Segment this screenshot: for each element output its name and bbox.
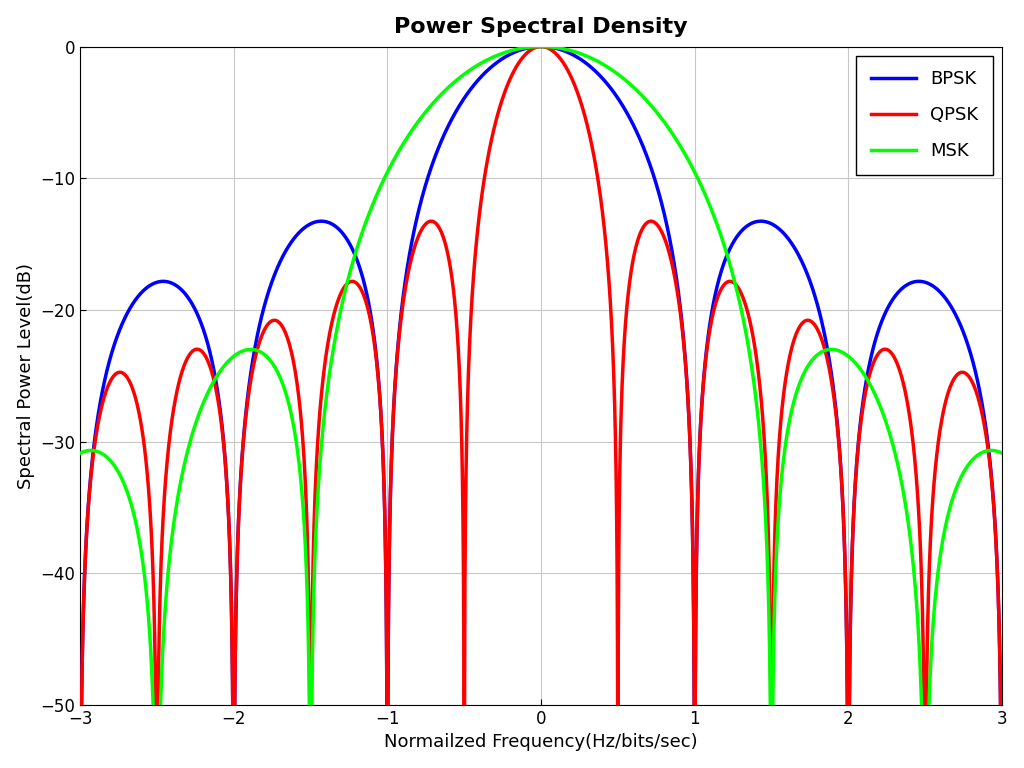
MSK: [74, 449, 86, 458]
MSK: [148, 766, 161, 768]
Y-axis label: Spectral Power Level(dB): Spectral Power Level(dB): [16, 263, 35, 488]
QPSK: [74, 766, 86, 768]
QPSK: [488, 124, 501, 133]
Title: Power Spectral Density: Power Spectral Density: [394, 17, 688, 37]
BPSK: [996, 766, 1009, 768]
X-axis label: Normailzed Frequency(Hz/bits/sec): Normailzed Frequency(Hz/bits/sec): [384, 733, 698, 751]
QPSK: [535, 42, 547, 51]
QPSK: [970, 386, 982, 396]
BPSK: [535, 42, 547, 51]
BPSK: [74, 766, 86, 768]
MSK: [756, 451, 768, 460]
MSK: [270, 366, 283, 375]
MSK: [182, 442, 195, 452]
Legend: BPSK, QPSK, MSK: BPSK, QPSK, MSK: [856, 55, 993, 174]
QPSK: [996, 766, 1009, 768]
MSK: [996, 449, 1009, 458]
Line: BPSK: BPSK: [80, 47, 1002, 768]
BPSK: [970, 369, 982, 378]
Line: MSK: MSK: [80, 47, 1002, 768]
QPSK: [270, 316, 283, 326]
QPSK: [756, 399, 768, 409]
QPSK: [128, 390, 140, 399]
Line: QPSK: QPSK: [80, 47, 1002, 768]
BPSK: [756, 217, 768, 226]
BPSK: [128, 296, 140, 306]
QPSK: [182, 352, 195, 361]
BPSK: [270, 266, 283, 275]
BPSK: [488, 60, 501, 69]
MSK: [535, 42, 547, 51]
MSK: [128, 513, 140, 522]
MSK: [970, 452, 982, 462]
MSK: [488, 52, 501, 61]
BPSK: [182, 293, 195, 303]
